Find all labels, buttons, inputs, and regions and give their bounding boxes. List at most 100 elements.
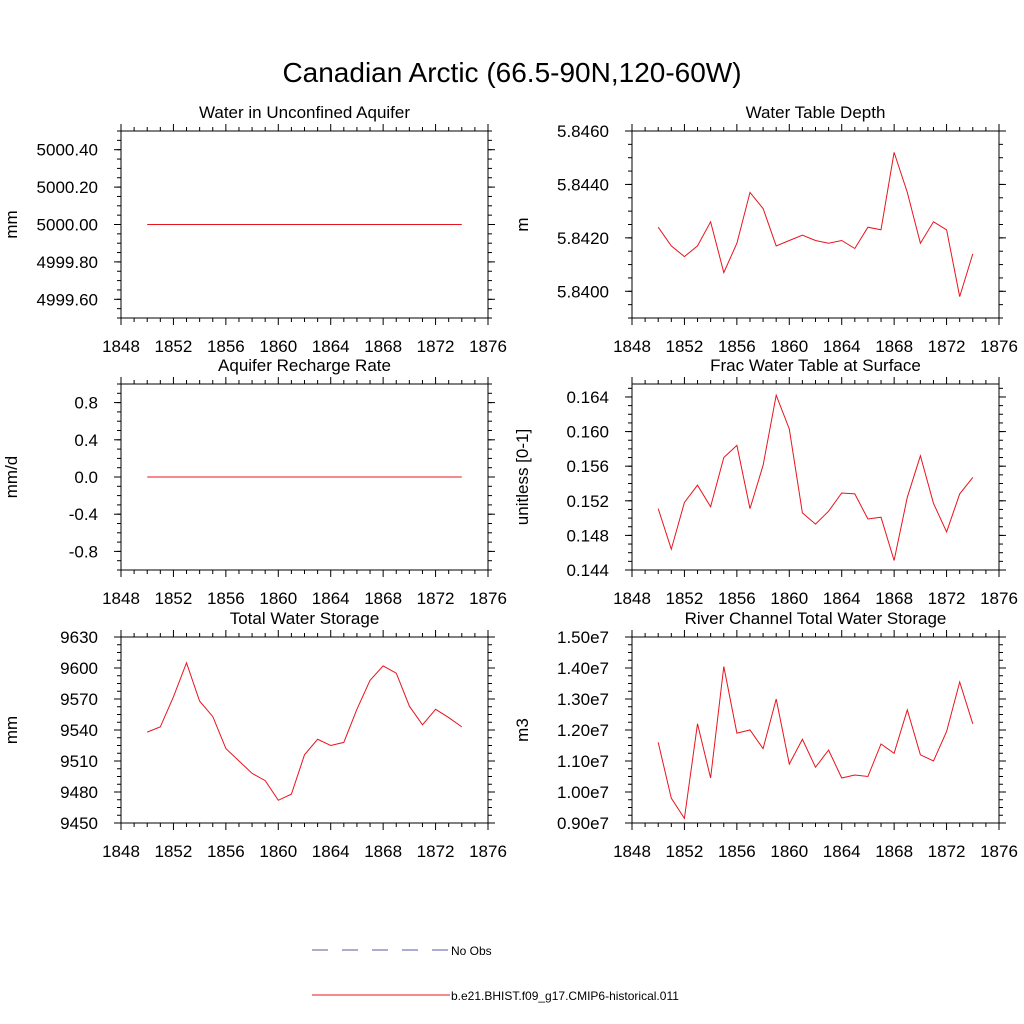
x-tick-label: 1860 — [259, 337, 297, 356]
y-tick-label: 9570 — [60, 690, 98, 709]
panels: Water in Unconfined Aquifer mm 1848 1852 185… — [2, 103, 1018, 861]
x-tick-label: 1848 — [102, 589, 140, 608]
x-tick-label: 1872 — [417, 337, 455, 356]
x-tick-label: 1868 — [364, 842, 402, 861]
x-tick-label: 1872 — [417, 842, 455, 861]
y-tick-label: 0.148 — [566, 526, 609, 545]
x-tick-label: 1872 — [928, 337, 966, 356]
x-tick-label: 1872 — [928, 842, 966, 861]
y-tick-label: 0.160 — [566, 423, 609, 442]
panel-title: Total Water Storage — [230, 609, 380, 628]
plot-frame — [120, 636, 489, 824]
figure-title: Canadian Arctic (66.5-90N,120-60W) — [282, 57, 741, 88]
y-tick-label: 5.8440 — [557, 175, 609, 194]
panel-title: Water Table Depth — [746, 103, 886, 122]
x-tick-label: 1856 — [718, 589, 756, 608]
y-tick-label: 9630 — [60, 628, 98, 647]
y-tick-label: -0.8 — [69, 542, 98, 561]
panel-title: Aquifer Recharge Rate — [218, 356, 391, 375]
y-tick-label: 0.4 — [74, 431, 98, 450]
x-tick-label: 1876 — [469, 842, 507, 861]
panel-title: Frac Water Table at Surface — [710, 356, 921, 375]
panel-water-in-unconfined-aquifer: Water in Unconfined Aquifer mm 1848 1852 185… — [2, 103, 507, 356]
legend-label-no-obs: No Obs — [451, 944, 492, 958]
legend-entry-no-obs: No Obs — [312, 944, 492, 958]
x-tick-label: 1852 — [666, 589, 704, 608]
x-tick-label: 1876 — [469, 337, 507, 356]
y-tick-label: 0.144 — [566, 561, 609, 580]
x-tick-label: 1860 — [259, 842, 297, 861]
x-tick-label: 1856 — [718, 842, 756, 861]
x-tick-label: 1864 — [312, 842, 350, 861]
x-tick-label: 1856 — [207, 337, 245, 356]
x-tick-label: 1876 — [980, 842, 1018, 861]
plot-frame — [631, 130, 1000, 319]
x-tick-label: 1864 — [312, 589, 350, 608]
panel-water-table-depth: Water Table Depth m 1848 1852 1856 1860 1864 18… — [513, 103, 1018, 356]
x-tick-label: 1868 — [875, 842, 913, 861]
plot-frame — [631, 636, 1000, 824]
x-tick-label: 1848 — [613, 842, 651, 861]
x-tick-label: 1856 — [207, 842, 245, 861]
x-tick-label: 1876 — [980, 337, 1018, 356]
x-tick-label: 1852 — [155, 589, 193, 608]
panel-title: Water in Unconfined Aquifer — [199, 103, 410, 122]
y-tick-label: 1.00e7 — [557, 783, 609, 802]
x-tick-label: 1848 — [613, 589, 651, 608]
y-tick-label: 0.164 — [566, 388, 609, 407]
x-tick-label: 1864 — [312, 337, 350, 356]
y-tick-label: 0.156 — [566, 457, 609, 476]
legend-label-model-run: b.e21.BHIST.f09_g17.CMIP6-historical.011 — [451, 989, 679, 1003]
x-tick-label: 1856 — [718, 337, 756, 356]
legend: No Obs b.e21.BHIST.f09_g17.CMIP6-histori… — [312, 944, 679, 1003]
x-tick-label: 1848 — [102, 337, 140, 356]
panel-total-water-storage: Total Water Storage mm 1848 1852 1856 1860 186… — [2, 609, 507, 861]
y-tick-label: 9540 — [60, 721, 98, 740]
panel-title: River Channel Total Water Storage — [685, 609, 947, 628]
x-tick-label: 1852 — [155, 842, 193, 861]
y-axis-label: m — [513, 217, 532, 231]
y-tick-label: -0.4 — [69, 505, 98, 524]
y-tick-label: 4999.80 — [37, 253, 98, 272]
y-tick-label: 9480 — [60, 783, 98, 802]
y-tick-label: 5.8400 — [557, 282, 609, 301]
y-tick-label: 5000.40 — [37, 141, 98, 160]
series-line — [657, 152, 974, 297]
legend-entry-model-run: b.e21.BHIST.f09_g17.CMIP6-historical.011 — [312, 989, 679, 1003]
x-tick-label: 1864 — [823, 589, 861, 608]
y-tick-label: 1.30e7 — [557, 690, 609, 709]
y-tick-label: 1.20e7 — [557, 721, 609, 740]
x-tick-label: 1860 — [770, 337, 808, 356]
x-tick-label: 1852 — [155, 337, 193, 356]
x-tick-label: 1868 — [364, 589, 402, 608]
x-tick-label: 1868 — [875, 337, 913, 356]
x-tick-label: 1860 — [770, 589, 808, 608]
x-tick-label: 1876 — [980, 589, 1018, 608]
x-tick-label: 1864 — [823, 337, 861, 356]
y-tick-label: 9450 — [60, 814, 98, 833]
y-tick-label: 0.0 — [74, 468, 98, 487]
y-axis-label: mm/d — [2, 456, 21, 499]
x-tick-label: 1860 — [259, 589, 297, 608]
x-tick-label: 1848 — [102, 842, 140, 861]
x-tick-label: 1868 — [875, 589, 913, 608]
x-tick-label: 1872 — [417, 589, 455, 608]
y-axis-label: mm — [2, 210, 21, 238]
x-tick-label: 1868 — [364, 337, 402, 356]
y-tick-label: 9600 — [60, 659, 98, 678]
y-tick-label: 5.8420 — [557, 229, 609, 248]
x-tick-label: 1876 — [469, 589, 507, 608]
panel-river-channel-total-water-storage: River Channel Total Water Storage m3 1848 1… — [513, 609, 1018, 861]
y-tick-label: 1.10e7 — [557, 752, 609, 771]
y-tick-label: 0.8 — [74, 394, 98, 413]
panel-frac-water-table-at-surface: Frac Water Table at Surface unitless [0-1… — [513, 356, 1018, 608]
y-tick-label: 4999.60 — [37, 290, 98, 309]
y-tick-label: 5000.00 — [37, 216, 98, 235]
y-tick-label: 1.50e7 — [557, 628, 609, 647]
y-axis-label: mm — [2, 716, 21, 744]
x-tick-label: 1856 — [207, 589, 245, 608]
y-tick-label: 0.90e7 — [557, 814, 609, 833]
x-tick-label: 1852 — [666, 842, 704, 861]
y-tick-label: 5.8460 — [557, 122, 609, 141]
